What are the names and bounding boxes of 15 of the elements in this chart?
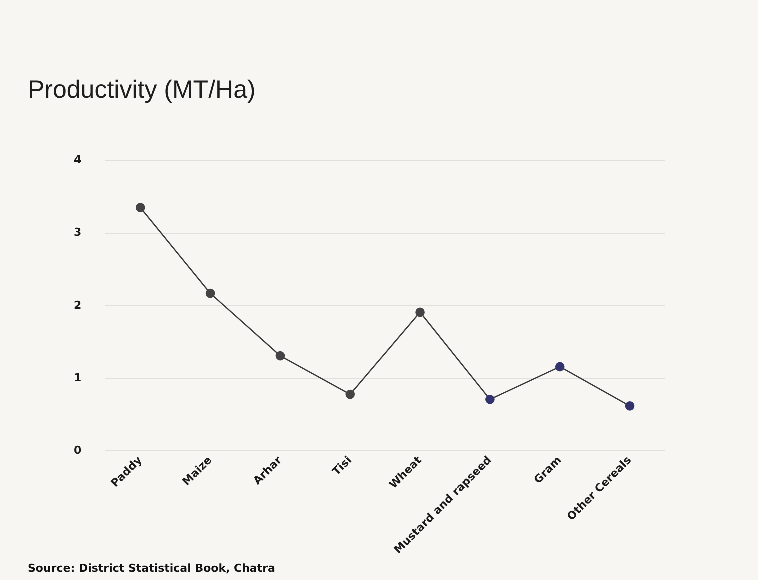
y-tick-label: 0 bbox=[74, 444, 82, 458]
point bbox=[206, 288, 216, 298]
point bbox=[486, 394, 495, 404]
y-tick-label: 1 bbox=[74, 371, 82, 384]
point bbox=[136, 203, 146, 212]
point bbox=[416, 308, 425, 318]
point bbox=[276, 351, 286, 361]
point bbox=[346, 390, 356, 400]
y-tick-label: 2 bbox=[74, 298, 82, 312]
point bbox=[625, 402, 635, 411]
y-tick-label: 4 bbox=[74, 153, 82, 166]
y-tick-label: 3 bbox=[74, 226, 82, 240]
source-note: Source: District Statistical Book, Chatra bbox=[28, 562, 276, 575]
point bbox=[555, 362, 565, 372]
chart-title: Productivity (MT/Ha) bbox=[28, 76, 256, 105]
